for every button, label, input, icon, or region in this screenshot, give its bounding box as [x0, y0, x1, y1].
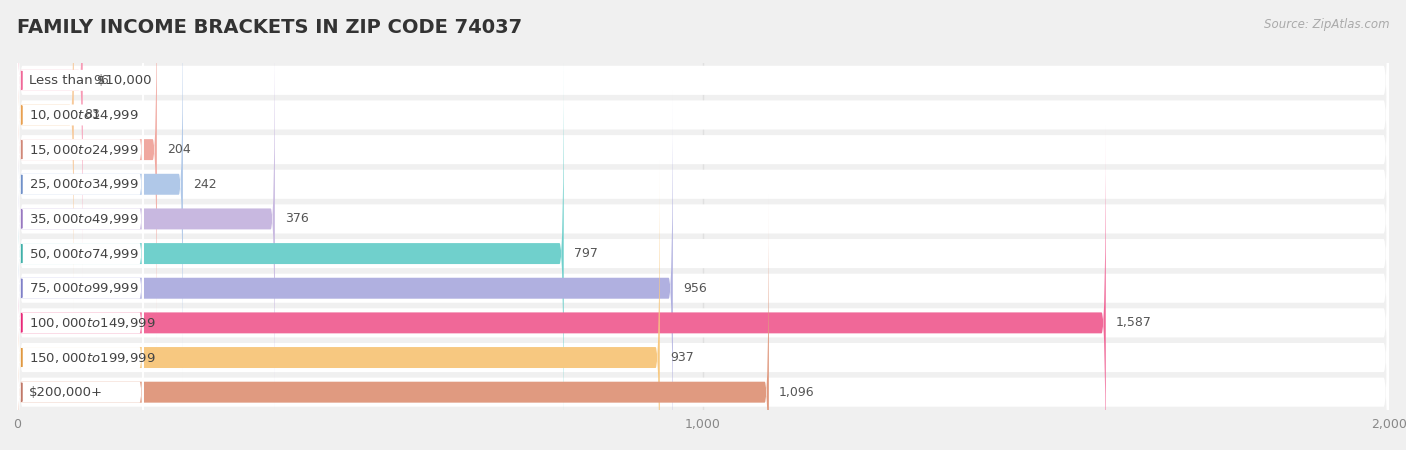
FancyBboxPatch shape — [17, 0, 1389, 343]
Text: $35,000 to $49,999: $35,000 to $49,999 — [28, 212, 138, 226]
Text: $75,000 to $99,999: $75,000 to $99,999 — [28, 281, 138, 295]
FancyBboxPatch shape — [17, 26, 1389, 450]
FancyBboxPatch shape — [17, 0, 143, 347]
Text: $200,000+: $200,000+ — [28, 386, 103, 399]
FancyBboxPatch shape — [17, 130, 1389, 450]
Text: $50,000 to $74,999: $50,000 to $74,999 — [28, 247, 138, 261]
FancyBboxPatch shape — [17, 22, 143, 416]
Text: 83: 83 — [84, 108, 100, 122]
FancyBboxPatch shape — [17, 0, 143, 278]
Text: Source: ZipAtlas.com: Source: ZipAtlas.com — [1264, 18, 1389, 31]
FancyBboxPatch shape — [17, 95, 1389, 450]
Text: $150,000 to $199,999: $150,000 to $199,999 — [28, 351, 155, 364]
FancyBboxPatch shape — [17, 0, 157, 347]
FancyBboxPatch shape — [17, 160, 143, 450]
Text: $100,000 to $149,999: $100,000 to $149,999 — [28, 316, 155, 330]
Text: $15,000 to $24,999: $15,000 to $24,999 — [28, 143, 138, 157]
FancyBboxPatch shape — [17, 195, 143, 450]
FancyBboxPatch shape — [17, 0, 75, 312]
Text: $25,000 to $34,999: $25,000 to $34,999 — [28, 177, 138, 191]
FancyBboxPatch shape — [17, 126, 143, 450]
FancyBboxPatch shape — [17, 0, 1389, 447]
Text: 937: 937 — [671, 351, 693, 364]
Text: 376: 376 — [285, 212, 309, 225]
Text: $10,000 to $14,999: $10,000 to $14,999 — [28, 108, 138, 122]
Text: 797: 797 — [574, 247, 598, 260]
Text: 96: 96 — [93, 74, 108, 87]
FancyBboxPatch shape — [17, 0, 143, 312]
FancyBboxPatch shape — [17, 60, 1389, 450]
FancyBboxPatch shape — [17, 0, 1389, 378]
Text: FAMILY INCOME BRACKETS IN ZIP CODE 74037: FAMILY INCOME BRACKETS IN ZIP CODE 74037 — [17, 18, 522, 37]
Text: 204: 204 — [167, 143, 191, 156]
Text: Less than $10,000: Less than $10,000 — [28, 74, 150, 87]
FancyBboxPatch shape — [17, 0, 1389, 450]
FancyBboxPatch shape — [17, 91, 143, 450]
FancyBboxPatch shape — [17, 195, 769, 450]
Text: 1,096: 1,096 — [779, 386, 815, 399]
FancyBboxPatch shape — [17, 91, 673, 450]
FancyBboxPatch shape — [17, 0, 183, 382]
FancyBboxPatch shape — [17, 126, 1105, 450]
Text: 242: 242 — [193, 178, 217, 191]
Text: 1,587: 1,587 — [1116, 316, 1152, 329]
FancyBboxPatch shape — [17, 160, 659, 450]
FancyBboxPatch shape — [17, 56, 564, 450]
FancyBboxPatch shape — [17, 56, 143, 450]
FancyBboxPatch shape — [17, 22, 274, 416]
FancyBboxPatch shape — [17, 0, 1389, 412]
FancyBboxPatch shape — [17, 0, 1389, 450]
FancyBboxPatch shape — [17, 0, 143, 382]
FancyBboxPatch shape — [17, 0, 83, 278]
Text: 956: 956 — [683, 282, 707, 295]
